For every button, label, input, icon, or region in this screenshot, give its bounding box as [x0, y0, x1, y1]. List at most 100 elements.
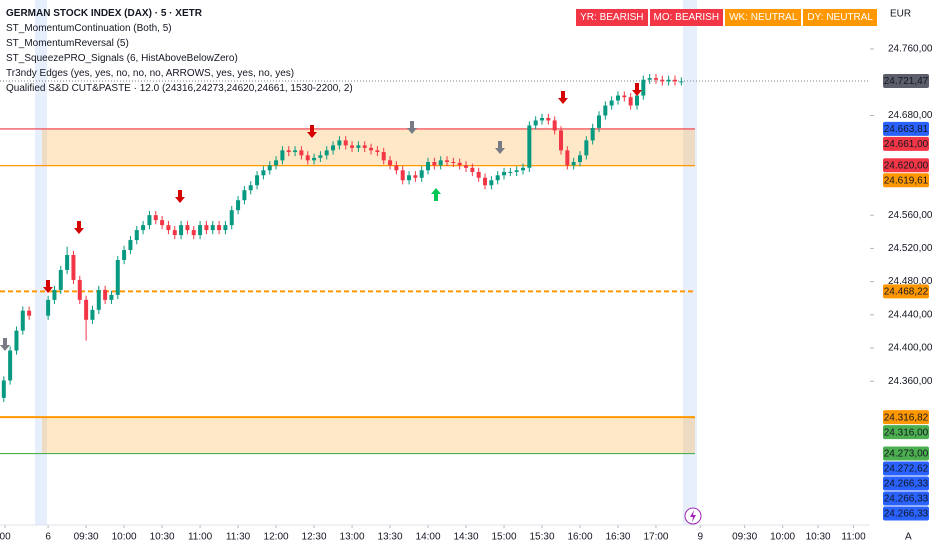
candle-body	[217, 225, 222, 231]
candle-body	[331, 145, 336, 151]
candle-body	[172, 230, 177, 236]
candle-body	[432, 161, 437, 166]
candle-body	[318, 155, 323, 158]
candle-body	[210, 225, 215, 231]
candle-body	[236, 200, 241, 211]
indicator-label: ST_MomentumContinuation (Both, 5)	[6, 23, 172, 34]
candle-body	[223, 225, 228, 231]
x-tick-label: 14:30	[454, 532, 479, 543]
candle-body	[559, 130, 564, 151]
signal-arrow-down	[307, 125, 317, 138]
candle-body	[502, 171, 507, 176]
candle-body	[653, 78, 658, 80]
x-tick-label: 16:00	[567, 532, 592, 543]
y-tick-label: 24.520,00	[888, 243, 932, 254]
candle-body	[381, 152, 386, 161]
candle-body	[65, 255, 70, 270]
signal-arrow-up	[431, 188, 441, 201]
candle-body	[508, 171, 513, 173]
candle-body	[679, 81, 684, 83]
x-tick-label: 13:30	[378, 532, 403, 543]
price-badge	[883, 476, 929, 491]
candle-body	[527, 125, 532, 168]
candle-body	[1, 380, 6, 398]
x-tick-label: 12:30	[302, 532, 327, 543]
currency: EUR	[890, 9, 911, 20]
x-tick-label: 14:00	[416, 532, 441, 543]
candle-body	[578, 155, 582, 162]
candle-body	[324, 150, 329, 156]
candle-body	[451, 161, 456, 163]
candle-body	[52, 289, 57, 300]
y-tick-label: 24.760,00	[888, 44, 932, 55]
price-badge-label: 24.273,00	[884, 449, 929, 460]
candle-body	[312, 157, 317, 161]
signal-arrow-down	[407, 121, 417, 134]
signal-arrow-down	[175, 190, 185, 203]
event-bolt	[690, 510, 696, 522]
price-badge	[883, 284, 929, 299]
signal-arrow-down	[43, 280, 53, 293]
candle-body	[438, 160, 443, 166]
candle-body	[660, 79, 665, 82]
candle-body	[369, 147, 374, 151]
x-tick-label: 15:30	[529, 532, 554, 543]
candle-body	[122, 250, 127, 261]
candle-body	[628, 97, 633, 106]
candle-body	[457, 162, 462, 166]
bias-tag: WK: NEUTRAL	[725, 9, 802, 26]
x-tick-label: 17:00	[643, 532, 668, 543]
indicator-label: ST_SqueezePRO_Signals (6, HistAboveBelow…	[6, 53, 238, 64]
price-badge-label: 24.721,47	[884, 76, 929, 87]
price-badge-label: 24.316,82	[884, 412, 929, 423]
price-badge	[883, 410, 929, 425]
candle-body	[204, 225, 209, 231]
candle-body	[634, 95, 639, 106]
candle-body	[261, 170, 266, 176]
price-badge	[883, 136, 929, 151]
signal-arrow-down	[74, 221, 84, 234]
candle-body	[571, 161, 576, 166]
candle-body	[286, 150, 291, 153]
candle-body	[584, 140, 589, 156]
candle-body	[407, 175, 412, 181]
price-badge	[883, 74, 929, 89]
price-badge-label: 24.620,00	[884, 160, 929, 171]
candle-body	[46, 299, 51, 316]
legend: GERMAN STOCK INDEX (DAX) · 5 · XETR ST_M…	[6, 6, 353, 96]
y-tick-label: 24.560,00	[888, 210, 932, 221]
x-tick-label: 6	[45, 532, 51, 543]
candle-body	[343, 140, 348, 146]
x-tick-label: 00	[0, 532, 11, 543]
candle-body	[134, 230, 139, 241]
candle-body	[445, 160, 450, 162]
y-tick-label: 24.400,00	[888, 343, 932, 354]
candle-body	[115, 260, 120, 295]
candle-body	[483, 177, 488, 186]
candle-body	[248, 185, 253, 191]
candle-body	[419, 170, 424, 178]
candle-body	[20, 310, 25, 331]
candle-body	[596, 115, 601, 128]
scale-mode[interactable]: A	[905, 532, 912, 543]
x-tick-label: 10:00	[112, 532, 137, 543]
x-tick-label: 13:00	[340, 532, 365, 543]
x-tick-label: 16:30	[605, 532, 630, 543]
candle-body	[470, 167, 475, 172]
signal-arrow-down	[632, 83, 642, 96]
price-badge-label: 24.619,61	[884, 175, 929, 186]
candle-body	[413, 175, 418, 178]
supply-demand-zone	[42, 417, 695, 454]
candle-body	[426, 161, 431, 171]
x-tick-label: 10:30	[806, 532, 831, 543]
x-tick-label: 11:30	[226, 532, 251, 543]
candle-body	[90, 309, 95, 320]
candle-body	[293, 150, 298, 153]
bias-tag: YR: BEARISH	[576, 9, 648, 26]
candle-body	[274, 160, 279, 166]
candle-body	[71, 255, 76, 280]
candle-body	[647, 78, 652, 80]
bias-tag: DY: NEUTRAL	[803, 9, 877, 26]
